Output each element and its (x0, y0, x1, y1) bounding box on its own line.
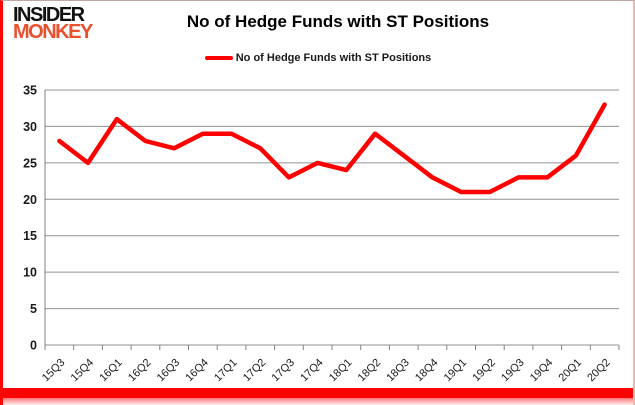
x-axis-label: 19Q4 (528, 357, 556, 385)
x-axis-label: 15Q4 (69, 357, 97, 385)
bottom-accent-bar (3, 388, 633, 398)
legend-line-swatch (204, 56, 233, 60)
x-axis-label: 18Q4 (413, 357, 441, 385)
y-axis-label: 35 (23, 84, 37, 98)
x-axis-label: 16Q4 (183, 357, 211, 385)
y-axis-label: 10 (23, 266, 37, 280)
chart-title: No of Hedge Funds with ST Positions (186, 12, 490, 31)
x-axis-label: 16Q3 (155, 357, 183, 385)
y-axis-label: 30 (23, 120, 37, 134)
insider-monkey-logo: INSIDER MONKEY (13, 4, 93, 43)
x-axis-label: 17Q3 (270, 357, 298, 385)
x-axis-label: 19Q1 (442, 357, 470, 385)
x-axis-label: 19Q2 (470, 357, 498, 385)
data-line (57, 102, 607, 195)
x-axis-label: 18Q3 (384, 357, 412, 385)
x-axis-label: 18Q2 (356, 357, 384, 385)
logo-line-insider: INSIDER (13, 4, 85, 26)
x-axis-label: 18Q1 (327, 357, 355, 385)
x-axis-label: 16Q2 (126, 357, 154, 385)
y-axis-label: 15 (23, 229, 37, 243)
bottom-accent-bar-fade (3, 398, 633, 405)
x-axis-label: 17Q4 (298, 357, 326, 385)
x-axis-label: 17Q1 (212, 357, 240, 385)
y-axis-label: 5 (30, 302, 37, 316)
y-axis-label: 25 (23, 156, 37, 170)
legend: No of Hedge Funds with ST Positions (3, 52, 633, 64)
y-axis-label: 0 (30, 339, 37, 353)
x-axis-label: 15Q3 (40, 357, 68, 385)
y-axis-label: 20 (23, 193, 37, 207)
x-axis-label: 19Q3 (499, 357, 527, 385)
x-axis-label: 16Q1 (97, 357, 125, 385)
x-axis-label: 20Q1 (557, 357, 585, 385)
x-axis-label: 17Q2 (241, 357, 269, 385)
logo-line-monkey: MONKEY (13, 21, 93, 43)
x-axis-label: 20Q2 (585, 357, 613, 385)
legend-label: No of Hedge Funds with ST Positions (235, 52, 432, 64)
